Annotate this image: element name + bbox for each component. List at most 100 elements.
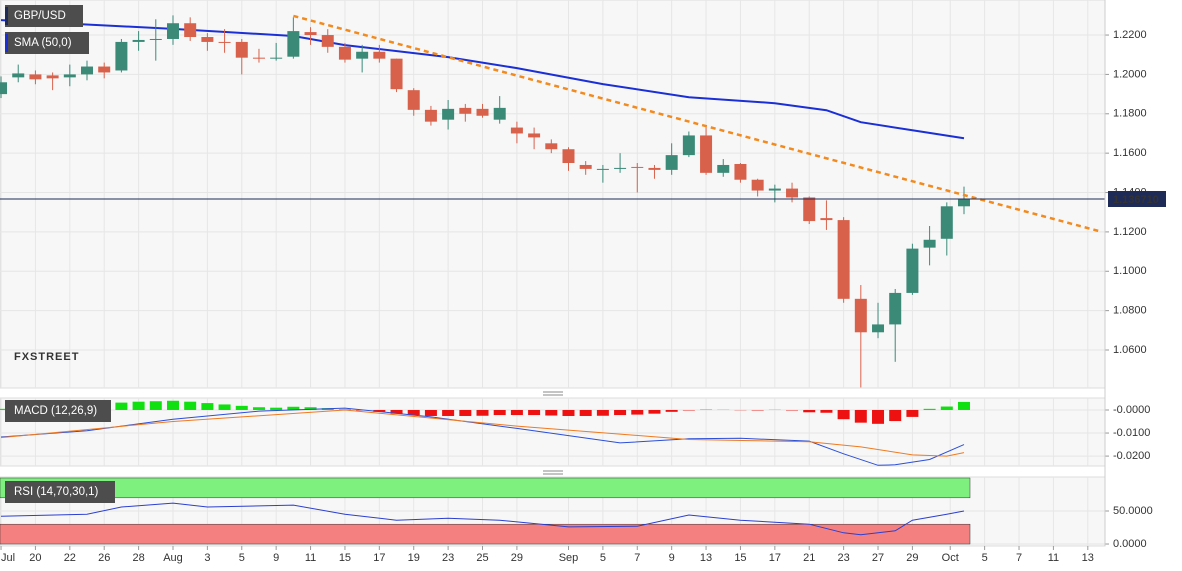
y-tick-label: 1.1800 <box>1113 108 1147 120</box>
panel-background <box>0 397 1106 467</box>
candle-body <box>98 66 111 73</box>
candle-body <box>46 75 59 79</box>
candle-body <box>218 41 231 43</box>
macd-bar <box>596 409 609 416</box>
macd-bar <box>648 409 661 414</box>
macd-bar <box>631 409 644 415</box>
trend-line <box>293 14 1101 233</box>
macd-bar <box>442 409 455 416</box>
macd-bar <box>287 406 300 410</box>
label-box <box>5 481 115 503</box>
x-tick-label: 19 <box>408 552 420 564</box>
candle-body <box>81 66 94 75</box>
x-tick-label: Jul <box>1 552 15 564</box>
x-tick-label: 26 <box>98 552 110 564</box>
macd-bar <box>528 409 541 416</box>
x-tick-label: 7 <box>1016 552 1022 564</box>
x-tick-label: 3 <box>204 552 210 564</box>
x-tick-label: 23 <box>442 552 454 564</box>
x-tick-label: 13 <box>700 552 712 564</box>
last-price-box <box>1108 191 1166 208</box>
rsi-band <box>0 523 971 545</box>
candle-body <box>476 108 489 116</box>
candle-body <box>528 133 541 138</box>
macd-line <box>0 409 965 457</box>
candle-body <box>29 74 42 80</box>
macd-bar <box>837 409 850 420</box>
candle-body <box>889 292 902 325</box>
macd-bar <box>235 405 248 410</box>
candle-body <box>682 135 695 156</box>
candle-body <box>424 109 437 122</box>
candle-body <box>957 199 970 207</box>
x-tick-label: 15 <box>339 552 351 564</box>
candle-body <box>459 107 472 114</box>
candle-body <box>287 31 300 57</box>
candle-body <box>700 135 713 173</box>
candle-body <box>768 188 781 191</box>
candle-body <box>132 39 145 42</box>
macd-bar <box>390 409 403 414</box>
macd-bar <box>854 409 867 423</box>
x-tick-label: 21 <box>803 552 815 564</box>
macd-bar <box>407 409 420 416</box>
candle-body <box>648 167 661 170</box>
legend-boxes: GBP/USD SMA (50,0) MACD (12,26,9) RSI (1… <box>5 5 115 503</box>
x-tick-label: 5 <box>982 552 988 564</box>
candle-body <box>356 51 369 59</box>
x-tick-label: 20 <box>29 552 41 564</box>
rsi-label: RSI (14,70,30,1) <box>14 486 99 498</box>
candle-body <box>751 179 764 191</box>
macd-bar <box>0 408 8 410</box>
macd-bar <box>906 409 919 417</box>
candle-body <box>837 220 850 299</box>
candle-body <box>872 324 885 333</box>
last-price-label: 1.136710 <box>1113 194 1159 206</box>
x-tick-label: 27 <box>872 552 884 564</box>
rsi-line <box>0 502 965 536</box>
candle-body <box>63 74 76 78</box>
x-tick-label: 25 <box>476 552 488 564</box>
candle-body <box>717 164 730 173</box>
macd-bar <box>579 409 592 416</box>
candle-body <box>149 38 162 40</box>
x-tick-label: 28 <box>132 552 144 564</box>
macd-bar <box>149 401 162 410</box>
candle-body <box>820 218 833 221</box>
macd-bar <box>665 409 678 412</box>
candle-body <box>614 167 627 169</box>
macd-bar <box>218 404 231 410</box>
macd-bar <box>166 400 179 410</box>
macd-bar <box>424 409 437 416</box>
candle-body <box>235 41 248 58</box>
candle-body <box>562 149 575 163</box>
x-tick-label: 17 <box>769 552 781 564</box>
x-tick-label: 29 <box>906 552 918 564</box>
candle-body <box>115 41 128 71</box>
y-tick-label: -0.0000 <box>1113 404 1150 416</box>
candle-body <box>596 168 609 170</box>
candle-body <box>373 51 386 59</box>
panel-background <box>0 0 1106 389</box>
candle-body <box>252 57 265 59</box>
plot-layer: 1.22001.20001.18001.16001.14001.12001.10… <box>0 0 1166 564</box>
macd-bar <box>184 401 197 410</box>
symbol-label: GBP/USD <box>14 10 66 22</box>
macd-bar <box>940 406 953 410</box>
y-tick-label: 1.0800 <box>1113 305 1147 317</box>
y-tick-label: 1.1000 <box>1113 265 1147 277</box>
y-tick-label: 1.1600 <box>1113 147 1147 159</box>
x-tick-label: 11 <box>305 552 316 564</box>
label-box <box>5 32 89 54</box>
x-tick-label: 9 <box>273 552 279 564</box>
candle-body <box>579 164 592 169</box>
x-tick-label: 17 <box>373 552 385 564</box>
macd-bar <box>957 401 970 410</box>
x-tick-label: 13 <box>1082 552 1094 564</box>
macd-bar <box>820 409 833 413</box>
y-tick-label: 1.2200 <box>1113 29 1147 41</box>
panel-grips <box>543 391 563 475</box>
macd-bar <box>252 407 265 410</box>
candle-body <box>923 239 936 248</box>
